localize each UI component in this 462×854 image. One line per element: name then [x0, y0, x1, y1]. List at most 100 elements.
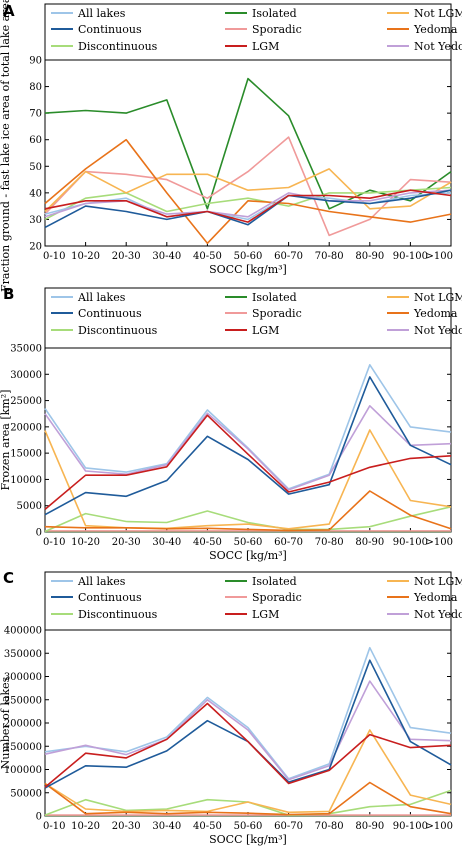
legend-label: Not LGM	[414, 575, 462, 588]
y-tick-label: 20	[29, 242, 42, 253]
series-line-not-yedoma	[44, 404, 452, 491]
legend-label: Discontinuous	[78, 608, 158, 621]
legend-label: Sporadic	[252, 307, 302, 320]
panel-letter: C	[3, 569, 14, 587]
x-tick-label: 70-80	[315, 537, 344, 548]
y-tick-label: 300000	[4, 672, 42, 683]
series-line-yedoma	[44, 490, 452, 532]
x-tick-label: >100	[426, 251, 453, 262]
legend-label: Discontinuous	[78, 324, 158, 337]
x-tick-label: 40-50	[193, 821, 222, 832]
series-line-not-yedoma	[44, 189, 452, 218]
y-tick-label: 50000	[10, 788, 42, 799]
x-tick-label: 30-40	[152, 537, 181, 548]
x-tick-label: 40-50	[193, 251, 222, 262]
series-line-discontinuous	[44, 186, 452, 221]
panel-a: A 20 30 40 50 60 70 80 90 0-10 10-20 20-30 30-40 40-5…	[0, 0, 462, 292]
legend-label: All lakes	[77, 291, 126, 304]
y-tick-label: 200000	[4, 719, 42, 730]
x-axis-label: SOCC [kg/m³]	[209, 263, 287, 276]
y-tick-label: 30	[29, 215, 42, 226]
series-line-yedoma	[44, 138, 452, 245]
x-tick-label: 50-60	[234, 537, 263, 548]
legend-label: Continuous	[78, 23, 142, 36]
x-tick-label: 10-20	[71, 821, 100, 832]
x-tick-label: 10-20	[71, 537, 100, 548]
y-tick-label: 0	[36, 528, 42, 539]
series-line-lgm	[44, 414, 452, 511]
y-tick-label: 15000	[10, 449, 42, 460]
y-tick-label: 250000	[4, 695, 42, 706]
series-line-not-lgm	[44, 729, 452, 814]
series-line-sporadic	[44, 136, 452, 237]
y-axis-label: Frozen area [km²]	[0, 390, 12, 491]
legend-label: Not LGM	[414, 291, 462, 304]
legend-label: LGM	[252, 40, 279, 53]
series-line-lgm	[44, 189, 452, 223]
legend-label: Sporadic	[252, 591, 302, 604]
series-line-all-lakes	[44, 363, 452, 490]
x-tick-label: 0-10	[43, 821, 65, 832]
y-tick-label: 25000	[10, 396, 42, 407]
x-axis-label: SOCC [kg/m³]	[209, 833, 287, 846]
x-tick-label: 30-40	[152, 821, 181, 832]
x-tick-label: 20-30	[112, 537, 141, 548]
legend-label: Isolated	[252, 291, 297, 304]
x-tick-label: 20-30	[112, 821, 141, 832]
x-tick-label: 10-20	[71, 251, 100, 262]
x-tick-label: 60-70	[274, 821, 303, 832]
y-tick-label: 150000	[4, 742, 42, 753]
series-line-all-lakes	[44, 192, 452, 221]
x-tick-label: 60-70	[274, 537, 303, 548]
legend-label: Yedoma	[413, 307, 458, 320]
y-tick-label: 60	[29, 135, 42, 146]
x-tick-label: 70-80	[315, 251, 344, 262]
legend-label: Discontinuous	[78, 40, 158, 53]
x-tick-label: 0-10	[43, 537, 65, 548]
legend-label: Not Yedoma	[414, 324, 462, 337]
panel-c: C 0 50000 100000 150000 200000 250000 300000 350…	[0, 569, 462, 846]
legend-label: Isolated	[252, 575, 297, 588]
y-tick-label: 80	[29, 82, 42, 93]
x-tick-label: 80-90	[355, 537, 384, 548]
legend-label: Yedoma	[413, 23, 458, 36]
legend-label: LGM	[252, 608, 279, 621]
x-tick-label: >100	[426, 537, 453, 548]
y-tick-label: 20000	[10, 422, 42, 433]
legend-label: Not LGM	[414, 7, 462, 20]
x-tick-label: 40-50	[193, 537, 222, 548]
y-tick-label: 70	[29, 109, 42, 120]
x-tick-label: >100	[426, 821, 453, 832]
x-tick-label: 60-70	[274, 251, 303, 262]
series-line-lgm	[44, 702, 452, 788]
x-tick-label: 50-60	[234, 251, 263, 262]
y-tick-label: 30000	[10, 370, 42, 381]
y-tick-label: 90	[29, 56, 42, 67]
legend-label: LGM	[252, 324, 279, 337]
y-tick-label: 10000	[10, 475, 42, 486]
legend-label: Continuous	[78, 307, 142, 320]
y-tick-label: 50	[29, 162, 42, 173]
y-axis-label: Fraction ground - fast lake ice area of …	[0, 0, 12, 292]
x-tick-label: 50-60	[234, 821, 263, 832]
x-tick-label: 0-10	[43, 251, 65, 262]
series-line-yedoma	[44, 781, 452, 816]
y-tick-label: 5000	[17, 501, 42, 512]
series-line-continuous	[44, 376, 452, 516]
series-line-not-yedoma	[44, 680, 452, 781]
series-line-continuous	[44, 659, 452, 789]
x-tick-label: 20-30	[112, 251, 141, 262]
x-axis-label: SOCC [kg/m³]	[209, 549, 287, 562]
legend-label: Yedoma	[413, 591, 458, 604]
y-tick-label: 350000	[4, 649, 42, 660]
y-tick-label: 40	[29, 188, 42, 199]
y-tick-label: 100000	[4, 765, 42, 776]
series-line-not-lgm	[44, 168, 452, 213]
y-axis-label: Number of lakes	[0, 676, 12, 769]
legend-label: Not Yedoma	[414, 40, 462, 53]
x-tick-label: 90-100	[393, 251, 428, 262]
series-line-isolated	[44, 77, 452, 210]
x-tick-label: 80-90	[355, 251, 384, 262]
legend-label: All lakes	[77, 575, 126, 588]
series-line-all-lakes	[44, 646, 452, 780]
